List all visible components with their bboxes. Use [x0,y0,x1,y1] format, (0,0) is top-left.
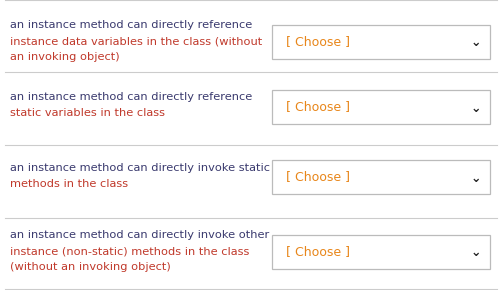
Text: an instance method can directly reference: an instance method can directly referenc… [10,20,252,30]
Text: an instance method can directly invoke other: an instance method can directly invoke o… [10,230,269,240]
FancyBboxPatch shape [272,235,489,269]
Text: methods in the class: methods in the class [10,179,128,189]
Text: an instance method can directly invoke static: an instance method can directly invoke s… [10,163,270,173]
Text: static variables in the class: static variables in the class [10,108,165,118]
Text: an invoking object): an invoking object) [10,52,119,62]
Text: [ Choose ]: [ Choose ] [286,171,349,184]
Text: an instance method can directly reference: an instance method can directly referenc… [10,92,252,102]
Text: ⌄: ⌄ [470,102,480,115]
FancyBboxPatch shape [272,25,489,59]
Text: [ Choose ]: [ Choose ] [286,35,349,48]
FancyBboxPatch shape [272,90,489,124]
Text: [ Choose ]: [ Choose ] [286,246,349,258]
FancyBboxPatch shape [272,160,489,194]
Text: instance (non-static) methods in the class: instance (non-static) methods in the cla… [10,246,249,256]
Text: [ Choose ]: [ Choose ] [286,101,349,113]
Text: instance data variables in the class (without: instance data variables in the class (wi… [10,36,262,46]
Text: (without an invoking object): (without an invoking object) [10,262,170,272]
Text: ⌄: ⌄ [470,171,480,184]
Text: ⌄: ⌄ [470,37,480,50]
Text: ⌄: ⌄ [470,246,480,260]
